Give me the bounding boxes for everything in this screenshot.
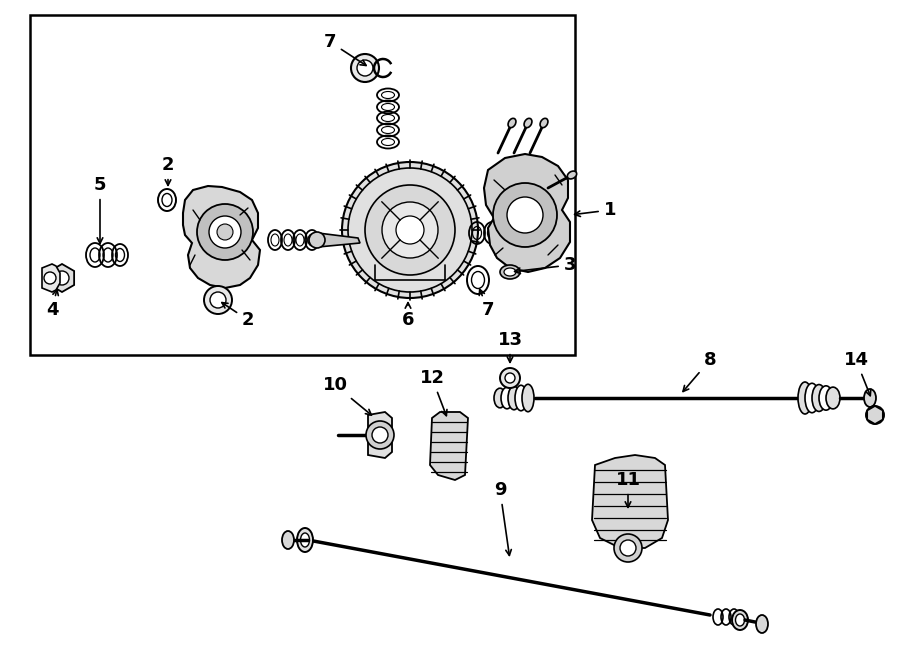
Text: 5: 5 bbox=[94, 176, 106, 243]
Ellipse shape bbox=[501, 387, 513, 408]
Circle shape bbox=[197, 204, 253, 260]
Ellipse shape bbox=[732, 610, 748, 630]
Ellipse shape bbox=[500, 265, 520, 279]
Ellipse shape bbox=[819, 386, 833, 410]
Ellipse shape bbox=[504, 268, 516, 276]
Polygon shape bbox=[592, 455, 668, 548]
Circle shape bbox=[871, 411, 879, 419]
Circle shape bbox=[620, 540, 636, 556]
Circle shape bbox=[365, 185, 455, 275]
Text: 1: 1 bbox=[574, 201, 617, 219]
Polygon shape bbox=[868, 406, 883, 424]
Text: 11: 11 bbox=[616, 471, 641, 508]
Ellipse shape bbox=[812, 385, 826, 411]
Polygon shape bbox=[50, 264, 74, 292]
Text: 2: 2 bbox=[162, 156, 175, 185]
Circle shape bbox=[870, 410, 880, 420]
Circle shape bbox=[614, 534, 642, 562]
Text: 4: 4 bbox=[46, 290, 58, 319]
Text: 3: 3 bbox=[515, 256, 576, 274]
Circle shape bbox=[372, 427, 388, 443]
Polygon shape bbox=[368, 412, 392, 458]
Ellipse shape bbox=[508, 118, 516, 128]
Circle shape bbox=[500, 368, 520, 388]
Circle shape bbox=[866, 406, 884, 424]
Text: 6: 6 bbox=[401, 303, 414, 329]
Ellipse shape bbox=[522, 384, 534, 412]
Ellipse shape bbox=[805, 383, 819, 412]
Circle shape bbox=[507, 197, 543, 233]
Ellipse shape bbox=[798, 382, 812, 414]
Ellipse shape bbox=[494, 388, 506, 408]
Circle shape bbox=[493, 183, 557, 247]
Ellipse shape bbox=[524, 118, 532, 128]
Polygon shape bbox=[183, 186, 260, 288]
Circle shape bbox=[351, 54, 379, 82]
Ellipse shape bbox=[508, 386, 520, 410]
Polygon shape bbox=[42, 264, 60, 292]
Circle shape bbox=[204, 286, 232, 314]
Circle shape bbox=[217, 224, 233, 240]
Text: 8: 8 bbox=[683, 351, 716, 391]
Circle shape bbox=[55, 271, 69, 285]
Ellipse shape bbox=[515, 385, 527, 410]
Ellipse shape bbox=[540, 118, 548, 128]
Bar bbox=[30, 15, 575, 355]
Circle shape bbox=[396, 216, 424, 244]
Text: 7: 7 bbox=[479, 290, 494, 319]
Polygon shape bbox=[318, 233, 360, 247]
Circle shape bbox=[366, 421, 394, 449]
Ellipse shape bbox=[826, 387, 840, 409]
Text: 13: 13 bbox=[498, 331, 523, 362]
Ellipse shape bbox=[735, 614, 744, 626]
Circle shape bbox=[505, 373, 515, 383]
Circle shape bbox=[309, 232, 325, 248]
Polygon shape bbox=[430, 412, 468, 480]
Circle shape bbox=[209, 216, 241, 248]
Text: 12: 12 bbox=[419, 369, 447, 416]
Ellipse shape bbox=[301, 533, 310, 547]
Circle shape bbox=[357, 60, 373, 76]
Circle shape bbox=[44, 272, 56, 284]
Ellipse shape bbox=[297, 528, 313, 552]
Ellipse shape bbox=[282, 531, 294, 549]
Text: 9: 9 bbox=[494, 481, 511, 555]
Text: 7: 7 bbox=[324, 33, 366, 65]
Ellipse shape bbox=[864, 389, 876, 407]
Circle shape bbox=[210, 292, 226, 308]
Circle shape bbox=[382, 202, 438, 258]
Text: 10: 10 bbox=[322, 376, 372, 415]
Polygon shape bbox=[484, 154, 570, 272]
Text: 14: 14 bbox=[843, 351, 871, 396]
Circle shape bbox=[342, 162, 478, 298]
Ellipse shape bbox=[756, 615, 768, 633]
Text: 2: 2 bbox=[222, 303, 254, 329]
Ellipse shape bbox=[567, 171, 577, 179]
